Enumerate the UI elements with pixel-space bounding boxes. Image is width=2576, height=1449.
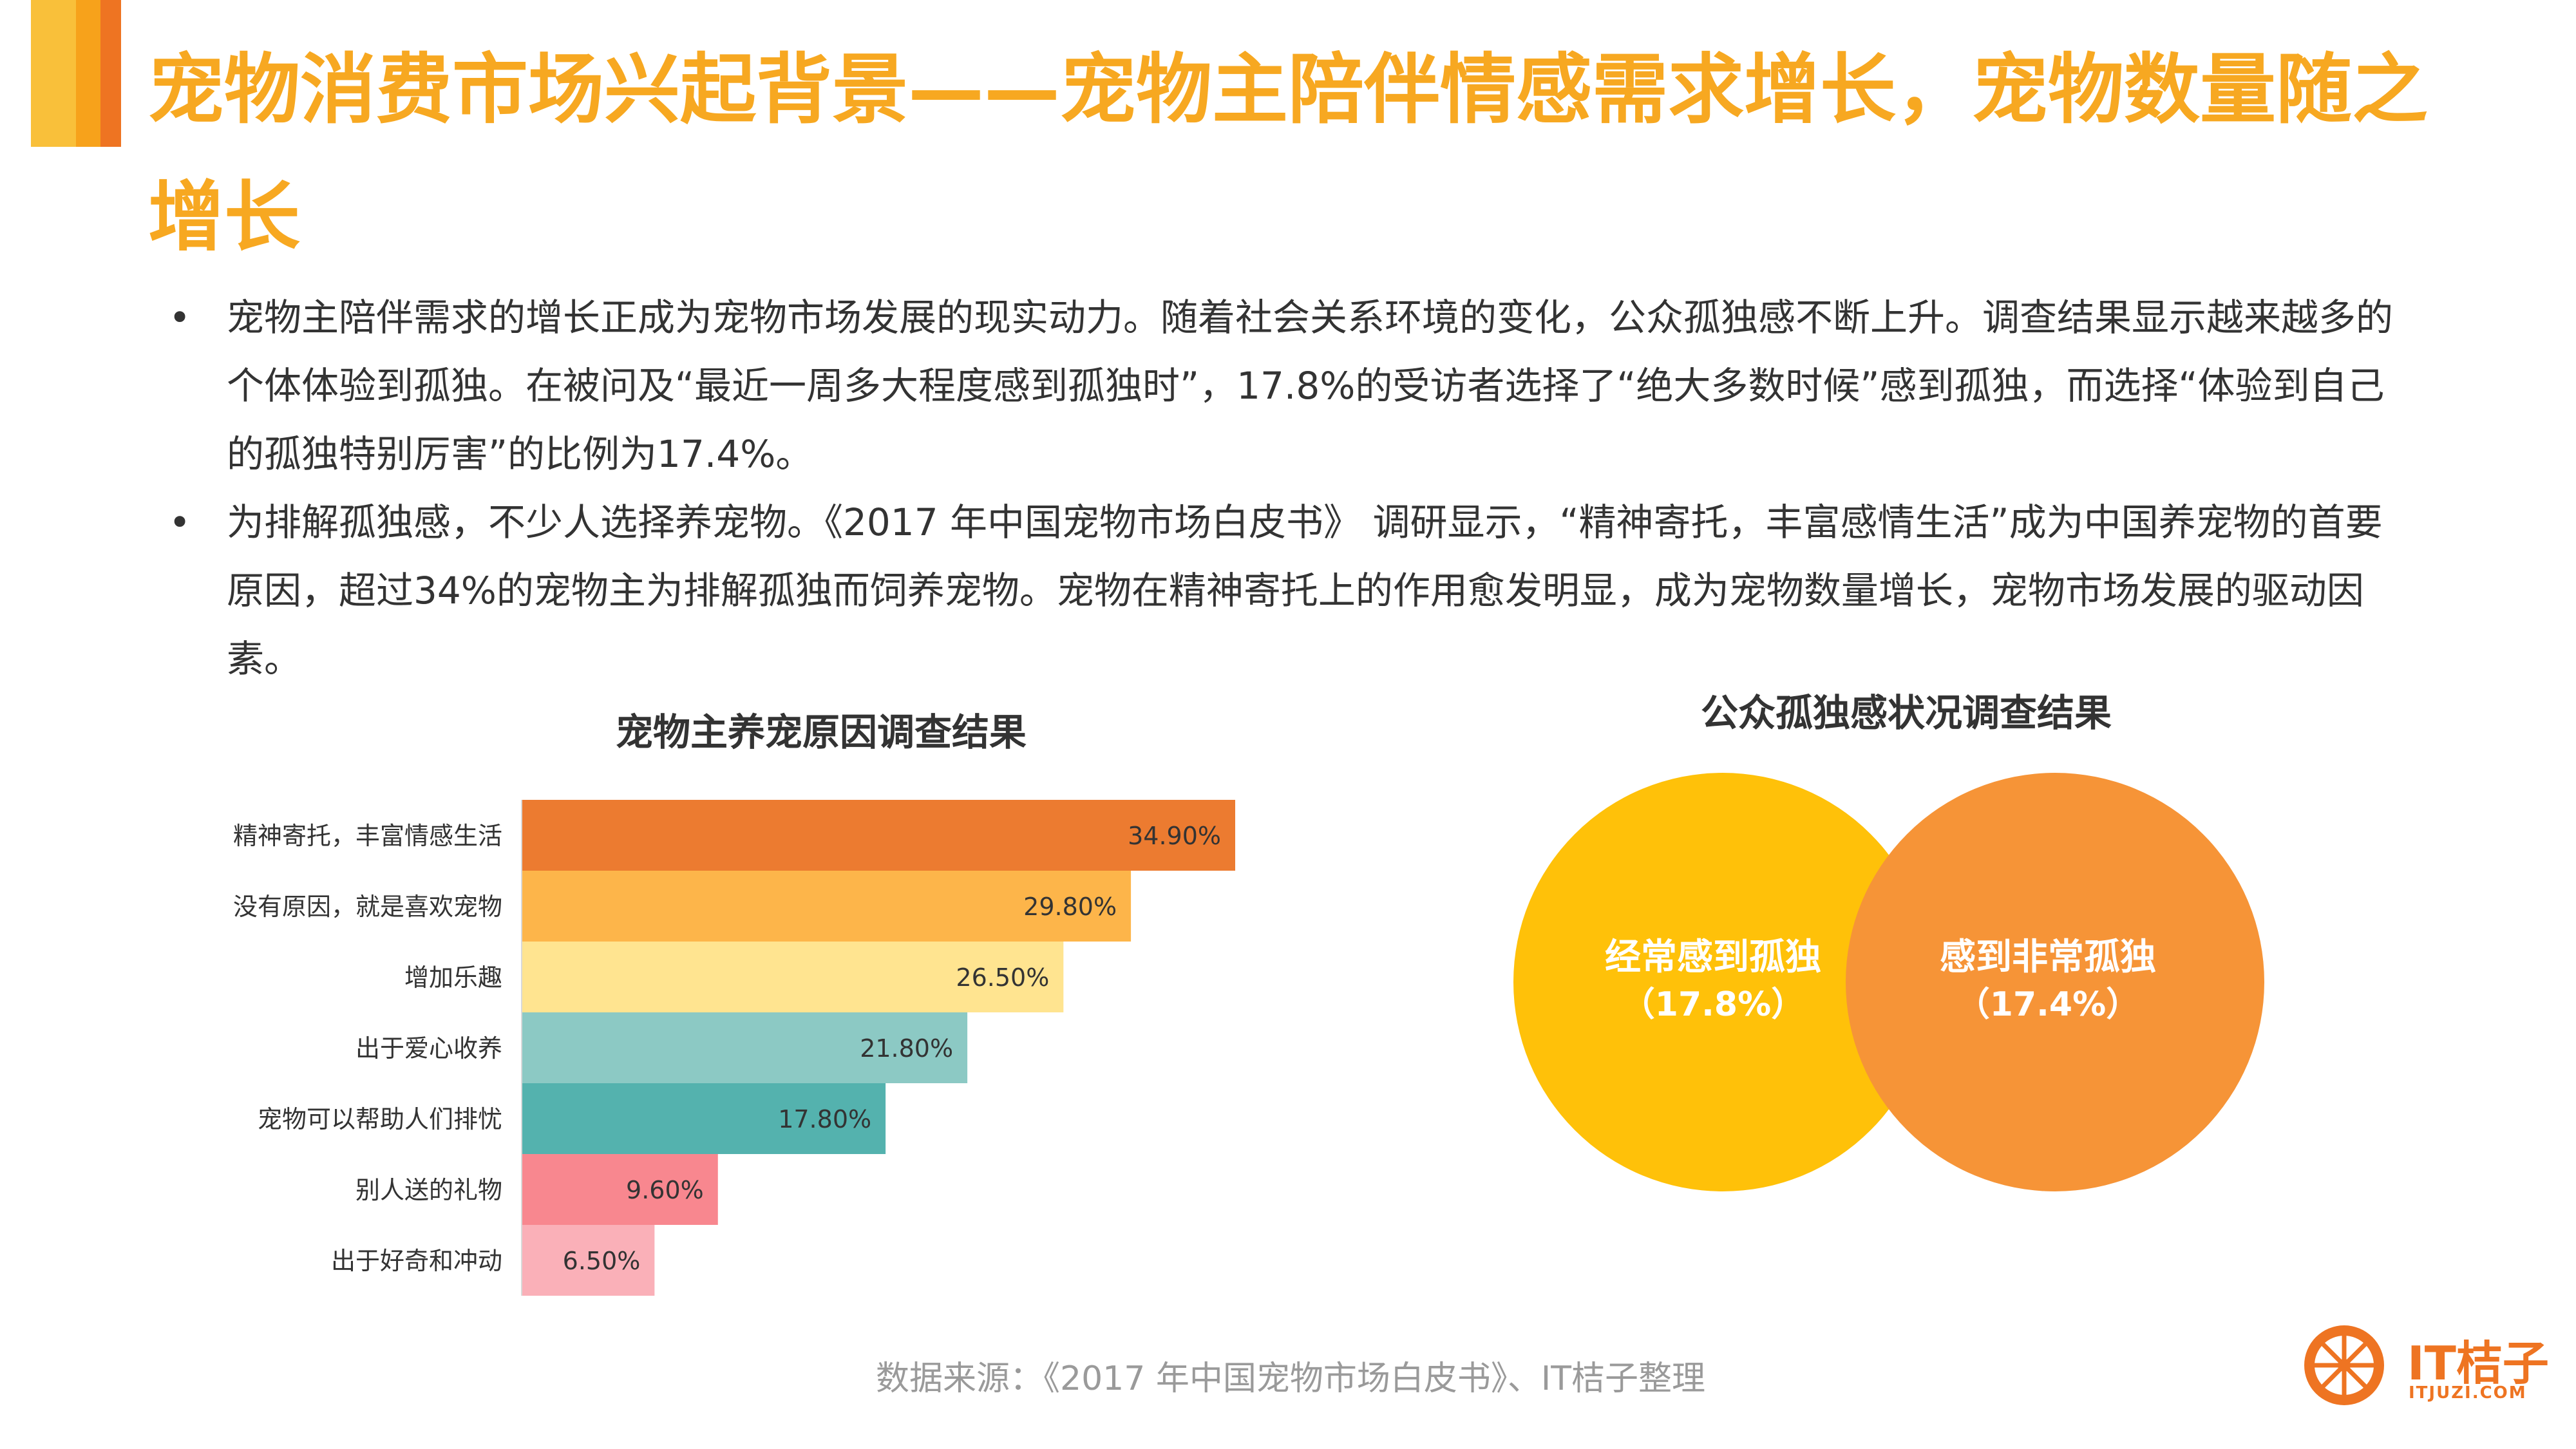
bar-value-label: 29.80% (1023, 893, 1117, 921)
bar-value-label: 6.50% (563, 1247, 641, 1275)
venn-value-label: （17.4%） (1956, 985, 2139, 1024)
venn-chart-title: 公众孤独感状况调查结果 (1700, 691, 2112, 735)
bar (522, 1225, 655, 1296)
bar-value-label: 21.80% (860, 1034, 953, 1063)
bar (522, 800, 1235, 871)
bullet-icon: • (169, 500, 191, 544)
title-accent-bar (100, 0, 121, 147)
venn-label: 感到非常孤独 (1940, 936, 2156, 978)
bar-value-label: 26.50% (956, 963, 1049, 992)
bullet-text: 为排解孤独感，不少人选择养宠物。《2017 年中国宠物市场白皮书》 调研显示，“… (227, 500, 2383, 681)
bar (522, 871, 1132, 942)
bar-chart-title: 宠物主养宠原因调查结果 (615, 710, 1027, 754)
category-label: 出于好奇和冲动 (331, 1247, 502, 1275)
bar-value-label: 34.90% (1128, 822, 1221, 850)
logo-subtext: ITJUZI.COM (2409, 1383, 2527, 1403)
venn-circle (1846, 773, 2264, 1191)
venn-diagram: 经常感到孤独 （17.8%） 感到非常孤独 （17.4%） (1513, 773, 2264, 1191)
category-label: 没有原因，就是喜欢宠物 (233, 893, 502, 921)
title-accent-bar (76, 0, 100, 147)
page-title: 宠物消费市场兴起背景——宠物主陪伴情感需求增长，宠物数量随之增长 (148, 45, 2429, 261)
itjuzi-logo: IT桔子 ITJUZI.COM (2299, 1320, 2549, 1410)
category-label: 别人送的礼物 (355, 1176, 502, 1204)
bullet-icon: • (169, 296, 191, 339)
venn-circle (1513, 773, 1932, 1191)
source-note: 数据来源：《2017 年中国宠物市场白皮书》、IT桔子整理 (876, 1359, 1705, 1398)
bullet-text: 宠物主陪伴需求的增长正成为宠物市场发展的现实动力。随着社会关系环境的变化，公众孤… (227, 296, 2394, 476)
bar (522, 1154, 718, 1225)
category-label: 宠物可以帮助人们排忧 (258, 1105, 502, 1133)
bullet-list: • 宠物主陪伴需求的增长正成为宠物市场发展的现实动力。随着社会关系环境的变化，公… (155, 283, 2396, 693)
venn-label: 经常感到孤独 (1605, 936, 1821, 978)
bar (522, 1083, 886, 1154)
bullet-item: • 宠物主陪伴需求的增长正成为宠物市场发展的现实动力。随着社会关系环境的变化，公… (155, 283, 2396, 488)
orange-icon (2304, 1325, 2384, 1405)
bar (522, 1012, 968, 1083)
category-label: 出于爱心收养 (355, 1034, 502, 1063)
bar (522, 942, 1064, 1012)
bar-value-label: 17.80% (778, 1105, 871, 1133)
category-label: 精神寄托，丰富情感生活 (233, 822, 502, 850)
bullet-item: • 为排解孤独感，不少人选择养宠物。《2017 年中国宠物市场白皮书》 调研显示… (155, 488, 2396, 693)
logo-text: IT桔子 (2407, 1336, 2549, 1390)
venn-value-label: （17.8%） (1622, 985, 1804, 1024)
category-label: 增加乐趣 (404, 963, 502, 992)
title-accent-bar (31, 0, 76, 147)
bar-chart: 34.90% 精神寄托，丰富情感生活 29.80% 没有原因，就是喜欢宠物 26.50%… (233, 800, 1235, 1296)
bar-value-label: 9.60% (626, 1176, 704, 1204)
